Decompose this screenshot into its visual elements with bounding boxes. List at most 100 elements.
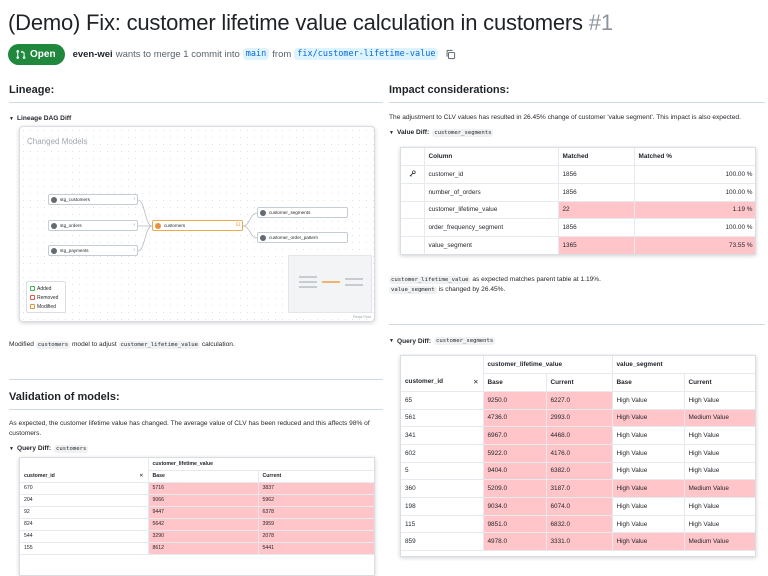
table-cell: 204 — [20, 494, 149, 507]
base-branch[interactable]: main — [242, 48, 270, 60]
table-cell: High Value — [612, 515, 685, 534]
table-row: customer_lifetime_value 22 1.19 % — [401, 201, 755, 220]
table-cell: 9404.0 — [483, 462, 547, 481]
table-row: 341 6967.0 4468.0 High Value High Value — [401, 426, 755, 445]
node-customer-order-pattern[interactable]: customer_order_pattern — [257, 232, 348, 243]
table-header-key[interactable]: customer_id ✕ — [20, 470, 149, 483]
inline-code: customer_segments — [432, 128, 494, 137]
table-row: order_frequency_segment 1856 100.00 % — [401, 218, 755, 237]
minimap-node — [299, 286, 317, 288]
validation-query-toggle[interactable]: ▼ Query Diff: customers — [9, 444, 383, 453]
table-cell: High Value — [684, 426, 755, 445]
minimap-node — [299, 276, 317, 278]
lineage-details-toggle[interactable]: ▼ Lineage DAG Diff — [9, 115, 383, 122]
value-diff-toggle[interactable]: ▼ Value Diff: customer_segments — [389, 128, 765, 137]
caret-down-icon: ▼ — [9, 115, 14, 122]
removed-icon — [30, 295, 35, 300]
table-cell: High Value — [612, 462, 685, 481]
pr-number: #1 — [588, 10, 613, 35]
caret-down-icon: ▼ — [389, 129, 394, 136]
table-header-empty — [401, 356, 484, 374]
table-cell: 5642 — [148, 518, 259, 531]
note-text: model to adjust — [71, 341, 117, 348]
table-cell: value_segment — [424, 236, 559, 254]
header-label: customer_id — [405, 378, 444, 386]
table-header-current: Current — [546, 373, 613, 392]
table-header-key[interactable]: customer_id ✕ — [401, 373, 484, 392]
validation-query-table[interactable]: customer_lifetime_value customer_id ✕ Bas… — [19, 457, 375, 576]
divider — [9, 409, 383, 410]
divider — [9, 102, 383, 103]
table-cell — [401, 201, 425, 220]
table-row: value_segment 1365 73.55 % — [401, 236, 755, 254]
table-cell: 4978.0 — [483, 532, 547, 552]
close-icon[interactable]: ✕ — [473, 379, 479, 387]
status-badge-label: Open — [30, 48, 56, 60]
table-cell: 65 — [401, 391, 484, 410]
table-cell: 5209.0 — [483, 479, 547, 498]
query-diff-toggle[interactable]: ▼ Query Diff: customer_segments — [389, 337, 496, 345]
table-row: 115 9851.0 6832.0 High Value High Value — [401, 515, 755, 534]
node-customers[interactable]: customers ⊡ — [152, 220, 243, 231]
table-cell: 602 — [401, 444, 484, 463]
model-icon — [260, 235, 266, 241]
table-cell: 3187.0 — [546, 479, 613, 498]
attribution[interactable]: React Flow — [353, 315, 371, 319]
table-cell: High Value — [684, 444, 755, 463]
table-cell — [401, 236, 425, 254]
value-diff-table[interactable]: Column Matched Matched % customer_id 185… — [400, 147, 756, 255]
table-row: 561 4736.0 2993.0 High Value Medium Value — [401, 409, 755, 428]
node-label: stg_payments — [60, 248, 89, 253]
copy-icon[interactable] — [445, 49, 456, 60]
table-cell: 5962 — [258, 494, 374, 507]
legend-modified: Modified — [30, 302, 62, 311]
table-cell: 6227.0 — [546, 391, 613, 410]
caret-down-icon: ▼ — [9, 445, 14, 452]
table-cell: order_frequency_segment — [424, 218, 559, 237]
table-cell: Medium Value — [684, 409, 755, 428]
impact-text: The adjustment to CLV values has resulte… — [389, 114, 741, 121]
modified-icon: ⊡ — [235, 222, 240, 228]
author-link[interactable]: even-wei — [72, 48, 113, 60]
model-icon — [51, 248, 57, 254]
lineage-dag[interactable]: Changed Models stg_customers › stg_order… — [19, 126, 375, 322]
table-cell: 4736.0 — [483, 409, 547, 428]
head-branch[interactable]: fix/customer-lifetime-value — [294, 48, 439, 60]
node-stg-orders[interactable]: stg_orders › — [48, 220, 138, 231]
node-label: customers — [164, 223, 186, 228]
lineage-details-label: Lineage DAG Diff — [16, 115, 72, 122]
table-header-column: Column — [424, 148, 559, 167]
node-customer-segments[interactable]: customer_segments — [257, 207, 348, 218]
table-cell: 9250.0 — [483, 391, 547, 410]
table-header-current: Current — [684, 373, 755, 392]
table-row: 65 9250.0 6227.0 High Value High Value — [401, 391, 755, 410]
minimap[interactable] — [288, 255, 372, 313]
node-stg-customers[interactable]: stg_customers › — [48, 194, 138, 205]
close-icon[interactable]: ✕ — [139, 472, 144, 479]
table-cell: 670 — [20, 482, 149, 495]
table-cell: 198 — [401, 497, 484, 516]
table-cell: Medium Value — [684, 479, 755, 498]
chevron-right-icon: › — [133, 196, 135, 202]
legend-label: Added — [37, 285, 52, 292]
validation-text: As expected, the customer lifetime value… — [9, 420, 370, 437]
table-cell: 1856 — [558, 183, 635, 202]
table-cell: High Value — [612, 409, 685, 428]
table-header-group: customer_lifetime_value — [483, 356, 613, 375]
chevron-right-icon: › — [133, 247, 135, 253]
right-column: Impact considerations: The adjustment to… — [389, 84, 765, 137]
node-label: customer_order_pattern — [269, 235, 319, 240]
model-icon — [155, 223, 161, 229]
table-cell: 155 — [20, 542, 149, 555]
page-title: (Demo) Fix: customer lifetime value calc… — [8, 10, 613, 36]
table-header-group: customer_lifetime_value — [148, 458, 374, 471]
minimap-node — [345, 284, 363, 286]
divider — [9, 379, 383, 380]
lineage-legend: Added Removed Modified — [26, 281, 66, 313]
table-cell: 22 — [558, 201, 635, 220]
table-cell: 5 — [401, 462, 484, 481]
node-stg-payments[interactable]: stg_payments › — [48, 245, 138, 256]
query-diff-table[interactable]: customer_lifetime_value value_segment cu… — [400, 355, 756, 557]
table-cell: High Value — [612, 479, 685, 498]
table-header-base: Base — [148, 470, 259, 483]
